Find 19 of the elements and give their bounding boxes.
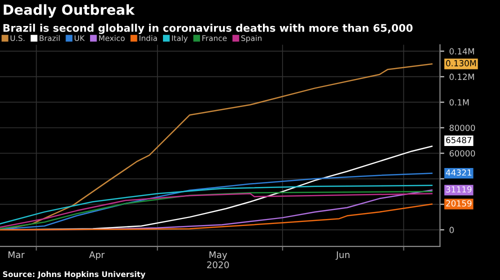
data-label: 0.130M <box>446 60 476 66</box>
x-tick-label: Apr <box>89 251 105 260</box>
x-tick-label: Jun <box>336 251 350 260</box>
y-tick-label: 60000 <box>450 150 475 157</box>
chart-subtitle: Brazil is second globally in coronavirus deaths with more than 65,000 <box>3 24 413 34</box>
y-tick-label: 0 <box>450 226 454 234</box>
data-label: 20159 <box>446 200 472 207</box>
y-tick-label: 0.12M <box>450 74 474 80</box>
line-series <box>0 184 433 224</box>
data-label: 65487 <box>446 136 472 144</box>
chart-title: Deadly Outbreak <box>4 4 135 18</box>
y-tick-label: 80000 <box>450 124 475 132</box>
x-tick-label: Mar <box>8 251 25 258</box>
data-label: 44321 <box>446 169 472 176</box>
data-label: 31119 <box>446 186 472 193</box>
x-tick-label: May 2020 <box>207 251 229 268</box>
line-series <box>0 203 433 230</box>
y-tick-label: 0.1M <box>450 99 469 106</box>
y-tick-label: 0.14M <box>450 48 474 54</box>
